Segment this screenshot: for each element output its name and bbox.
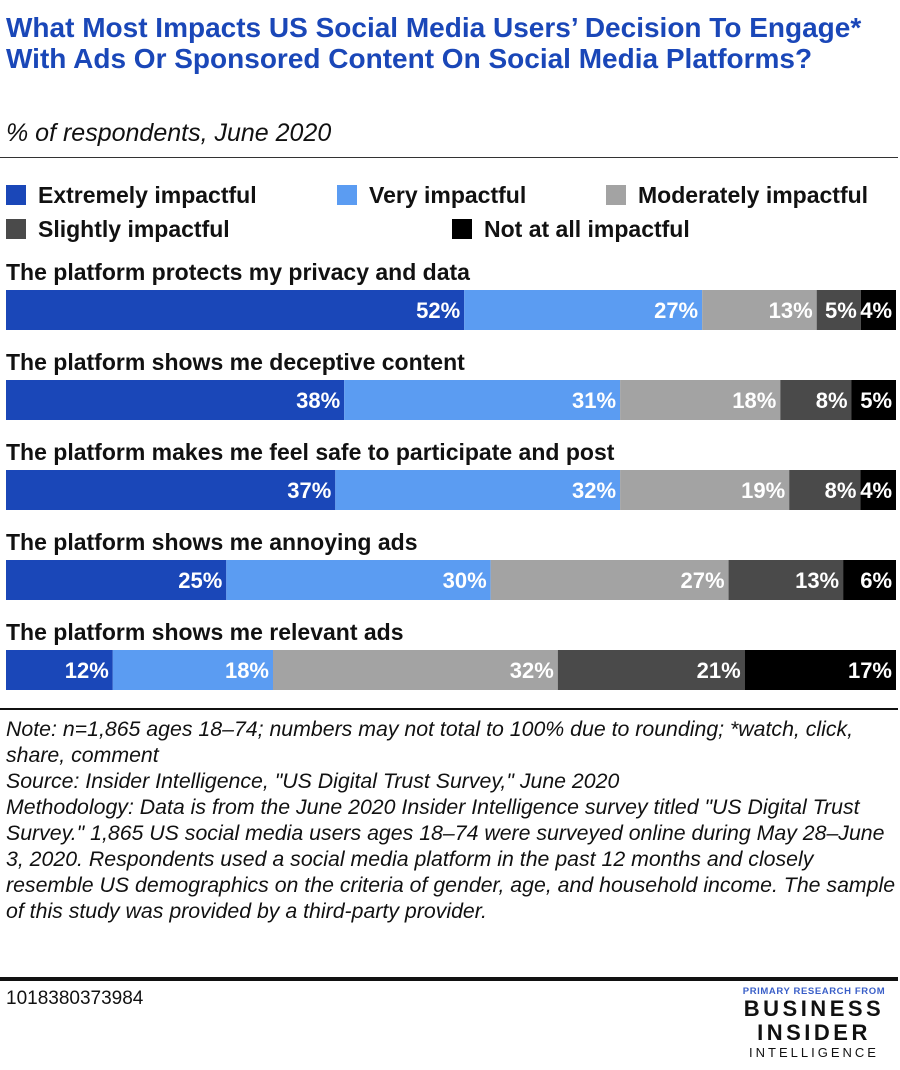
logo-insider: INSIDER [757,1020,871,1045]
data-label: 18% [732,388,776,413]
data-label: 13% [795,568,839,593]
data-label: 32% [572,478,616,503]
bar-segment [273,650,558,690]
data-label: 27% [654,298,698,323]
footer-divider [0,977,898,981]
logo-tagline: PRIMARY RESEARCH FROM [742,986,886,997]
bar-segment [6,380,345,420]
category-label: The platform shows me annoying ads [6,529,418,555]
data-label: 13% [769,298,813,323]
bar-segment [620,470,790,510]
bar-segment [344,380,621,420]
bar-segment [464,290,703,330]
bar-segment [860,470,896,510]
data-label: 27% [681,568,725,593]
data-label: 4% [860,478,892,503]
bar-segment [335,470,621,510]
legend-swatch [6,219,26,239]
category-label: The platform makes me feel safe to parti… [6,439,615,465]
bar-segment [226,560,491,600]
data-label: 30% [443,568,487,593]
bar-segment [6,470,336,510]
bar-segment [702,290,817,330]
data-label: 8% [825,478,857,503]
data-label: 4% [860,298,892,323]
data-label: 37% [287,478,331,503]
data-label: 31% [572,388,616,413]
legend-label: Extremely impactful [38,181,257,208]
source-text: Source: Insider Intelligence, "US Digita… [6,769,620,793]
bar-segment [789,470,861,510]
stacked-bar-chart: The platform protects my privacy and dat… [6,259,896,690]
bar-segment [620,380,781,420]
chart-subtitle: % of respondents, June 2020 [6,119,332,147]
bar-segment [557,650,745,690]
bar-segment [112,650,273,690]
footnotes: Note: n=1,865 ages 18–74; numbers may no… [6,716,896,924]
bar-segment [860,290,896,330]
data-label: 21% [697,658,741,683]
bar-segment [6,650,113,690]
bar-segment [744,650,896,690]
notes-divider [0,708,898,710]
chart-id: 1018380373984 [6,988,144,1009]
legend-label: Very impactful [369,181,527,208]
bar-segment [6,560,227,600]
legend-label: Not at all impactful [484,215,690,242]
data-label: 5% [825,298,857,323]
data-label: 6% [860,568,892,593]
category-label: The platform shows me relevant ads [6,619,404,645]
data-label: 17% [848,658,892,683]
bar-segment [728,560,844,600]
data-label: 5% [860,388,892,413]
legend-swatch [337,185,357,205]
bar-segment [490,560,729,600]
legend-swatch [606,185,626,205]
bar-segment [851,380,896,420]
data-label: 38% [296,388,340,413]
data-label: 25% [178,568,222,593]
data-label: 19% [741,478,785,503]
bar-segment [780,380,852,420]
business-insider-intelligence-logo: PRIMARY RESEARCH FROM BUSINESS INSIDER I… [734,986,894,1060]
logo-business: BUSINESS [743,996,885,1021]
chart-title: What Most Impacts US Social Media Users’… [6,12,862,74]
category-label: The platform protects my privacy and dat… [6,259,470,285]
methodology-text: Methodology: Data is from the June 2020 … [6,795,896,923]
legend-item-slightly-impactful: Slightly impactful [6,215,230,243]
legend-item-very-impactful: Very impactful [337,181,526,209]
data-label: 32% [510,658,554,683]
legend-swatch [6,185,26,205]
data-label: 12% [65,658,109,683]
legend-swatch [452,219,472,239]
category-label: The platform shows me deceptive content [6,349,465,375]
data-label: 52% [416,298,460,323]
logo-intelligence: INTELLIGENCE [749,1045,879,1060]
data-label: 8% [816,388,848,413]
note-text: Note: n=1,865 ages 18–74; numbers may no… [6,717,854,767]
header-divider [0,157,898,158]
legend-item-moderately-impactful: Moderately impactful [606,181,868,209]
legend-item-extremely-impactful: Extremely impactful [6,181,257,209]
bar-segment [816,290,861,330]
legend-label: Slightly impactful [38,215,230,242]
bar-segment [843,560,896,600]
data-label: 18% [225,658,269,683]
legend-item-not-at-all-impactful: Not at all impactful [452,215,690,243]
legend-label: Moderately impactful [638,181,869,208]
bar-segment [6,290,465,330]
